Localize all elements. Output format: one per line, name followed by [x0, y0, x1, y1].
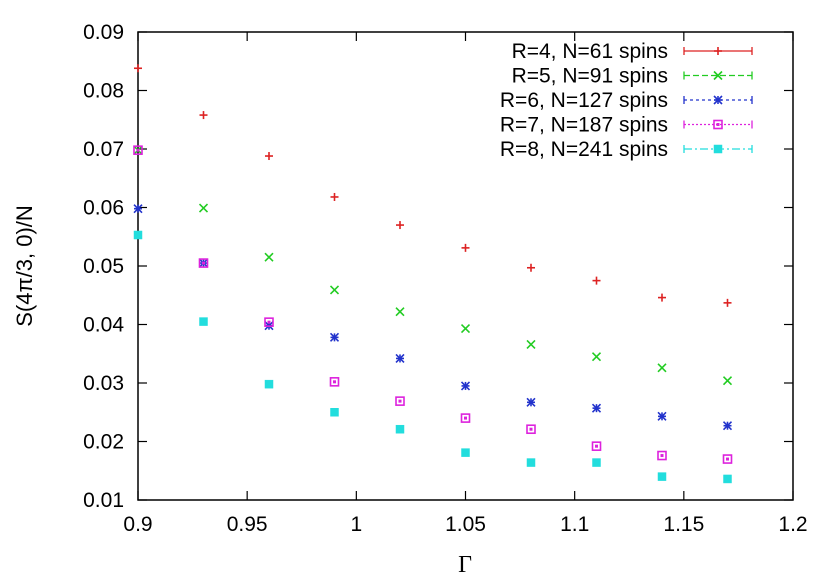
data-point [527, 263, 535, 272]
data-point [395, 396, 405, 406]
data-point [264, 317, 274, 327]
data-point [264, 252, 274, 262]
data-point [657, 450, 667, 461]
x-tick-label: 1.2 [778, 513, 807, 536]
legend-marker [713, 95, 723, 105]
data-point [199, 317, 208, 326]
legend-marker [713, 70, 723, 81]
data-point [723, 298, 732, 307]
data-point [330, 408, 339, 417]
legend-entry: R=6, N=127 spins [500, 89, 753, 112]
y-tick-label: 0.01 [83, 489, 124, 512]
axis-ticks [137, 31, 794, 501]
data-point [395, 307, 405, 317]
y-tick-label: 0.08 [83, 80, 124, 103]
data-points [133, 64, 733, 484]
data-point [526, 458, 536, 467]
data-point [395, 424, 405, 434]
x-axis-title: Γ [458, 552, 472, 578]
series-r7 [133, 145, 733, 464]
legend-entry: R=5, N=91 spins [512, 65, 753, 88]
x-tick-label: 1.05 [445, 513, 486, 536]
data-point [134, 64, 142, 73]
x-tick-label: 1 [350, 513, 362, 536]
legend-entry: R=7, N=187 spins [500, 114, 753, 137]
data-point [330, 192, 339, 201]
data-point [657, 411, 667, 421]
legend-label: R=7, N=187 spins [500, 114, 668, 137]
legend-label: R=8, N=241 spins [500, 138, 668, 161]
data-point [460, 413, 471, 423]
data-point [264, 379, 274, 389]
data-point [198, 203, 209, 213]
y-tick-label: 0.09 [83, 21, 124, 44]
data-point [723, 474, 732, 484]
x-tick-label: 0.9 [123, 513, 152, 536]
legend-label: R=6, N=127 spins [500, 89, 668, 112]
data-point [460, 324, 471, 334]
y-tick-label: 0.03 [83, 372, 124, 395]
y-tick-label: 0.02 [83, 431, 124, 454]
data-point [722, 454, 733, 464]
data-point [265, 152, 273, 161]
data-point [460, 381, 471, 391]
data-point [657, 363, 667, 373]
data-point [461, 448, 470, 457]
legend-marker [714, 47, 722, 55]
series-r5 [133, 145, 733, 386]
legend-label: R=5, N=91 spins [512, 65, 668, 88]
data-point [461, 243, 470, 252]
data-point [592, 458, 601, 467]
series-r6 [133, 204, 733, 431]
plot-frame [137, 31, 794, 501]
data-point [591, 441, 602, 451]
series-r4 [134, 64, 732, 307]
data-point [722, 376, 733, 386]
axis-tick-labels: 0.9 0.95 1 1.05 1.1 1.15 1.2 0.01 0.02 0.03 0.04 0.… [83, 21, 807, 536]
legend-entry: R=8, N=241 spins [500, 138, 753, 161]
y-tick-label: 0.05 [83, 255, 124, 278]
data-point [396, 221, 404, 230]
data-point [395, 353, 405, 363]
data-point [591, 352, 602, 362]
data-point [329, 377, 340, 387]
data-point [329, 332, 340, 342]
legend-entry: R=4, N=61 spins [512, 40, 753, 63]
data-point [526, 339, 536, 349]
y-tick-label: 0.06 [83, 197, 124, 220]
y-axis-title: S(4π/3, 0)/N [12, 205, 37, 327]
data-point [658, 293, 666, 302]
data-point [591, 403, 602, 413]
data-point [592, 276, 601, 285]
data-point [199, 111, 208, 120]
legend-label: R=4, N=61 spins [512, 40, 668, 63]
y-tick-label: 0.07 [83, 138, 124, 161]
data-point [133, 204, 143, 214]
x-tick-label: 1.1 [560, 513, 589, 536]
data-point [198, 258, 209, 268]
data-point [133, 145, 143, 155]
data-point [722, 421, 733, 431]
data-point [657, 472, 667, 481]
legend-marker [713, 119, 723, 130]
y-tick-label: 0.04 [83, 314, 124, 337]
data-point [133, 230, 143, 240]
x-tick-label: 0.95 [227, 513, 268, 536]
data-point [526, 424, 536, 435]
x-tick-label: 1.15 [663, 513, 704, 536]
data-point [526, 397, 536, 407]
series-r8 [133, 230, 732, 484]
legend-marker [713, 144, 723, 154]
data-point [329, 285, 340, 295]
